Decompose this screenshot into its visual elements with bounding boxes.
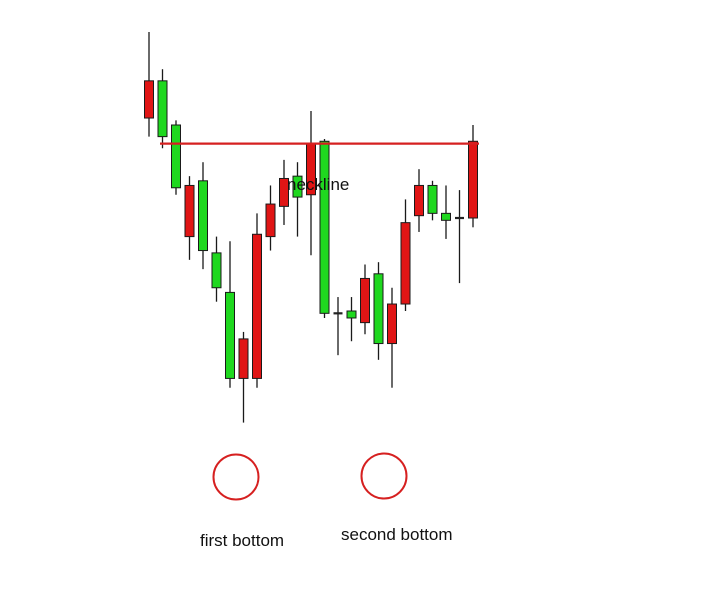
candle-body xyxy=(184,184,195,238)
candle xyxy=(427,180,438,221)
candles-layer xyxy=(144,32,478,423)
candle xyxy=(292,162,303,237)
candle-body xyxy=(346,310,357,319)
candle xyxy=(360,264,370,335)
candle xyxy=(441,185,451,239)
second-bottom-label: second bottom xyxy=(341,525,453,544)
candle xyxy=(171,120,181,195)
candle xyxy=(211,236,222,302)
candle xyxy=(198,162,208,270)
candle-body xyxy=(252,233,262,379)
candle xyxy=(157,69,168,149)
neckline-label: neckline xyxy=(287,175,349,194)
candle-body xyxy=(319,140,330,314)
candle-body xyxy=(171,124,181,189)
candle xyxy=(414,169,424,232)
candle xyxy=(225,241,235,388)
candle-body xyxy=(441,212,451,221)
candle xyxy=(387,287,397,388)
first-bottom-label: first bottom xyxy=(200,531,284,550)
candle-body xyxy=(211,252,222,289)
candle xyxy=(400,199,411,311)
candle xyxy=(265,185,276,251)
candle-body xyxy=(238,338,249,379)
candle xyxy=(279,159,289,225)
candle-body xyxy=(279,177,289,207)
candle xyxy=(333,297,343,356)
candle xyxy=(184,176,195,260)
second-bottom-circle xyxy=(360,452,408,500)
candle-body xyxy=(292,175,303,198)
candle xyxy=(468,125,478,228)
candle-body xyxy=(427,184,438,214)
candle xyxy=(373,262,384,360)
candle-body xyxy=(360,277,370,324)
candle-body xyxy=(157,80,168,138)
candle xyxy=(238,331,249,423)
candle-body xyxy=(198,180,208,252)
candle-body xyxy=(144,80,154,119)
candle-body xyxy=(468,140,478,219)
candle xyxy=(252,213,262,388)
candle-body xyxy=(225,291,235,379)
candle xyxy=(346,297,357,342)
first-bottom-circle xyxy=(212,453,260,501)
candle xyxy=(144,32,154,137)
candle-body xyxy=(373,273,384,345)
candle-body xyxy=(265,203,276,238)
candle xyxy=(455,190,464,284)
bottom-circles-layer xyxy=(212,452,408,501)
candle-body xyxy=(414,184,424,217)
candle-body xyxy=(387,303,397,345)
candle xyxy=(319,138,330,318)
candle-body xyxy=(400,222,411,305)
